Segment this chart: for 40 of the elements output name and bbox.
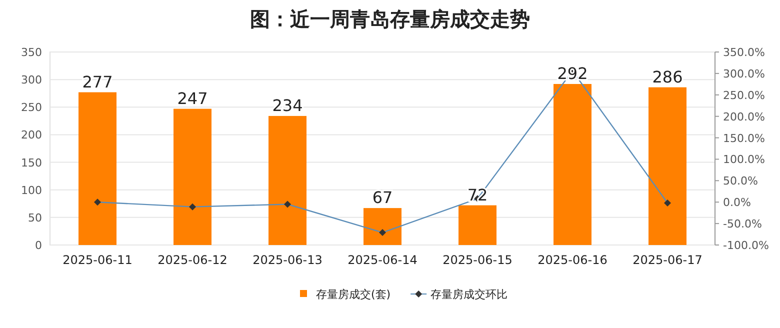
y-tick-label: 100 [21, 184, 42, 197]
bar [78, 92, 116, 245]
y-tick-label: 0 [35, 239, 42, 252]
text: 247 [177, 88, 208, 108]
text: 234 [272, 96, 303, 115]
y2-tick-label: 100.0% [723, 153, 765, 166]
y-tick-label: 300 [21, 74, 42, 87]
y2-tick-label: 50.0% [723, 174, 758, 188]
y2-tick-label: -100.0% [723, 239, 769, 252]
bar [174, 108, 212, 245]
legend-label: 存量房成交环比 [430, 288, 508, 301]
bar [364, 208, 402, 245]
legend-label: 存量房成交(套) [316, 288, 391, 301]
text: 67 [372, 188, 393, 208]
y2-tick-label: 350.0% [723, 46, 765, 59]
x-tick-label: 2025-06-13 [252, 253, 322, 267]
y-tick-label: 200 [21, 128, 42, 142]
y2-tick-label: 0.0% [723, 196, 751, 210]
x-tick-label: 2025-06-15 [442, 253, 512, 267]
text: 277 [82, 72, 113, 92]
x-tick-label: 2025-06-12 [158, 253, 228, 267]
x-tick-label: 2025-06-11 [62, 253, 132, 267]
y2-tick-label: 300.0% [723, 67, 765, 80]
y2-tick-label: 200.0% [723, 110, 765, 124]
bar [458, 205, 496, 245]
y-tick-label: 150 [21, 156, 42, 170]
chart-title: 图：近一周青岛存量房成交走势 [250, 7, 530, 31]
bar [554, 84, 592, 245]
y2-tick-label: -50.0% [723, 218, 762, 231]
bar [268, 116, 306, 245]
y-tick-label: 50 [28, 211, 42, 224]
y2-tick-label: 150.0% [723, 132, 765, 145]
x-tick-label: 2025-06-17 [632, 253, 702, 267]
x-tick-label: 2025-06-16 [538, 253, 608, 267]
x-tick-label: 2025-06-14 [348, 253, 418, 267]
bar [648, 87, 686, 245]
y2-tick-label: 250.0% [723, 88, 765, 102]
text: 286 [652, 67, 683, 86]
y-tick-label: 250 [21, 101, 42, 114]
y-tick-label: 350 [21, 46, 42, 59]
